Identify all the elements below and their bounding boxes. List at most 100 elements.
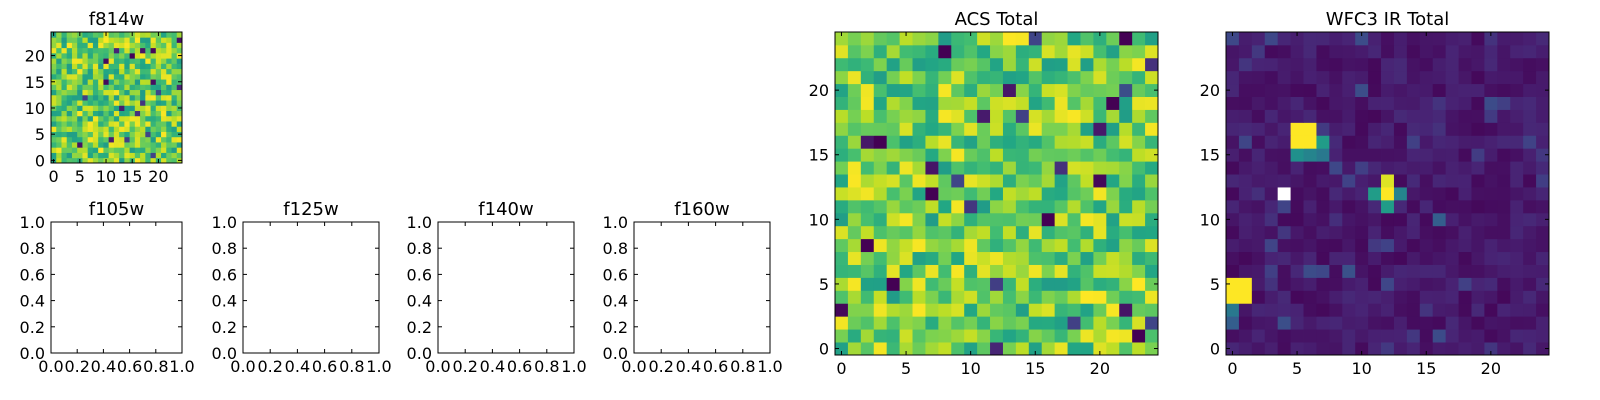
cell-acs_total bbox=[1106, 251, 1120, 265]
cell-wfc3_ir_total bbox=[1264, 135, 1279, 149]
cell-f814w bbox=[166, 94, 172, 101]
cell-f814w bbox=[92, 100, 99, 106]
cell-acs_total bbox=[1041, 96, 1056, 110]
cell-acs_total bbox=[835, 32, 849, 46]
cell-f814w bbox=[129, 47, 136, 54]
cell-wfc3_ir_total bbox=[1368, 70, 1382, 85]
cell-wfc3_ir_total bbox=[1368, 290, 1382, 304]
cell-f814w bbox=[129, 105, 136, 111]
cell-f814w bbox=[87, 100, 94, 106]
cell-acs_total bbox=[899, 303, 913, 317]
cell-wfc3_ir_total bbox=[1471, 199, 1485, 214]
cell-f814w bbox=[92, 136, 99, 143]
cell-f814w bbox=[140, 58, 146, 64]
cell-acs_total bbox=[925, 238, 939, 253]
cell-acs_total bbox=[873, 122, 888, 136]
cell-wfc3_ir_total bbox=[1406, 316, 1421, 330]
cell-acs_total bbox=[1145, 290, 1159, 304]
cell-wfc3_ir_total bbox=[1393, 135, 1408, 149]
cell-f814w bbox=[77, 79, 83, 85]
cell-f814w bbox=[66, 73, 73, 80]
cell-acs_total bbox=[1067, 44, 1081, 59]
cell-wfc3_ir_total bbox=[1329, 44, 1343, 59]
cell-acs_total bbox=[990, 303, 1004, 317]
cell-wfc3_ir_total bbox=[1290, 122, 1304, 136]
x-tick-label: 0.6 bbox=[507, 357, 532, 376]
cell-wfc3_ir_total bbox=[1536, 187, 1550, 201]
cell-acs_total bbox=[835, 57, 849, 72]
cell-acs_total bbox=[1119, 251, 1133, 265]
cell-f814w bbox=[119, 157, 125, 164]
y-tick-label: 0.8 bbox=[603, 239, 628, 258]
cell-acs_total bbox=[1132, 303, 1146, 317]
cell-wfc3_ir_total bbox=[1303, 44, 1317, 59]
cell-f814w bbox=[145, 47, 151, 54]
x-tick-label: 0.4 bbox=[91, 357, 116, 376]
cell-wfc3_ir_total bbox=[1510, 329, 1524, 343]
cell-acs_total bbox=[938, 135, 952, 149]
cell-f814w bbox=[108, 68, 115, 75]
cell-wfc3_ir_total bbox=[1303, 238, 1317, 253]
cell-acs_total bbox=[1015, 187, 1030, 201]
cell-wfc3_ir_total bbox=[1484, 57, 1498, 72]
cell-wfc3_ir_total bbox=[1316, 83, 1330, 97]
cell-f814w bbox=[129, 94, 136, 101]
cell-acs_total bbox=[1041, 44, 1056, 59]
cell-f814w bbox=[124, 42, 130, 49]
cell-acs_total bbox=[912, 303, 926, 317]
cell-f814w bbox=[155, 79, 162, 85]
cell-wfc3_ir_total bbox=[1419, 96, 1434, 110]
cell-f814w bbox=[140, 152, 146, 159]
cell-f814w bbox=[61, 142, 68, 148]
cell-f814w bbox=[119, 142, 125, 148]
cell-acs_total bbox=[899, 109, 913, 123]
cell-f814w bbox=[108, 42, 115, 49]
cell-f814w bbox=[161, 73, 167, 80]
cell-f814w bbox=[145, 152, 151, 159]
cell-acs_total bbox=[1145, 96, 1159, 110]
cell-f814w bbox=[124, 63, 130, 70]
cell-wfc3_ir_total bbox=[1471, 303, 1485, 317]
cell-f814w bbox=[98, 73, 104, 80]
cell-wfc3_ir_total bbox=[1290, 174, 1304, 188]
cell-wfc3_ir_total bbox=[1316, 225, 1330, 240]
cell-wfc3_ir_total bbox=[1226, 57, 1240, 72]
x-tick-label: 0.8 bbox=[730, 357, 755, 376]
cell-wfc3_ir_total bbox=[1238, 161, 1253, 175]
cell-f814w bbox=[134, 147, 141, 153]
cell-f814w bbox=[103, 136, 110, 143]
cell-wfc3_ir_total bbox=[1316, 303, 1330, 317]
cell-f814w bbox=[82, 136, 89, 143]
cell-f814w bbox=[66, 157, 73, 164]
cell-f814w bbox=[103, 105, 110, 111]
cell-wfc3_ir_total bbox=[1419, 212, 1434, 227]
cell-wfc3_ir_total bbox=[1226, 290, 1240, 304]
cell-acs_total bbox=[1145, 83, 1159, 97]
cell-wfc3_ir_total bbox=[1355, 96, 1369, 110]
cell-acs_total bbox=[1002, 96, 1017, 110]
cell-acs_total bbox=[1015, 277, 1030, 291]
cell-f814w bbox=[113, 73, 120, 80]
cell-wfc3_ir_total bbox=[1497, 264, 1511, 278]
cell-wfc3_ir_total bbox=[1471, 212, 1485, 227]
cell-wfc3_ir_total bbox=[1381, 174, 1395, 188]
cell-f814w bbox=[161, 42, 167, 49]
cell-wfc3_ir_total bbox=[1393, 161, 1408, 175]
cell-wfc3_ir_total bbox=[1238, 109, 1253, 123]
cell-f814w bbox=[61, 147, 68, 153]
cell-f814w bbox=[161, 152, 167, 159]
cell-acs_total bbox=[925, 109, 939, 123]
cell-f814w bbox=[82, 110, 89, 117]
cell-f814w bbox=[176, 110, 183, 117]
cell-acs_total bbox=[925, 96, 939, 110]
cell-f814w bbox=[145, 136, 151, 143]
cell-f814w bbox=[108, 58, 115, 64]
cell-f814w bbox=[61, 105, 68, 111]
cell-f814w bbox=[66, 136, 73, 143]
cell-wfc3_ir_total bbox=[1303, 187, 1317, 201]
cell-f814w bbox=[145, 157, 151, 164]
cell-f814w bbox=[103, 126, 110, 132]
cell-acs_total bbox=[899, 187, 913, 201]
cell-wfc3_ir_total bbox=[1393, 238, 1408, 253]
